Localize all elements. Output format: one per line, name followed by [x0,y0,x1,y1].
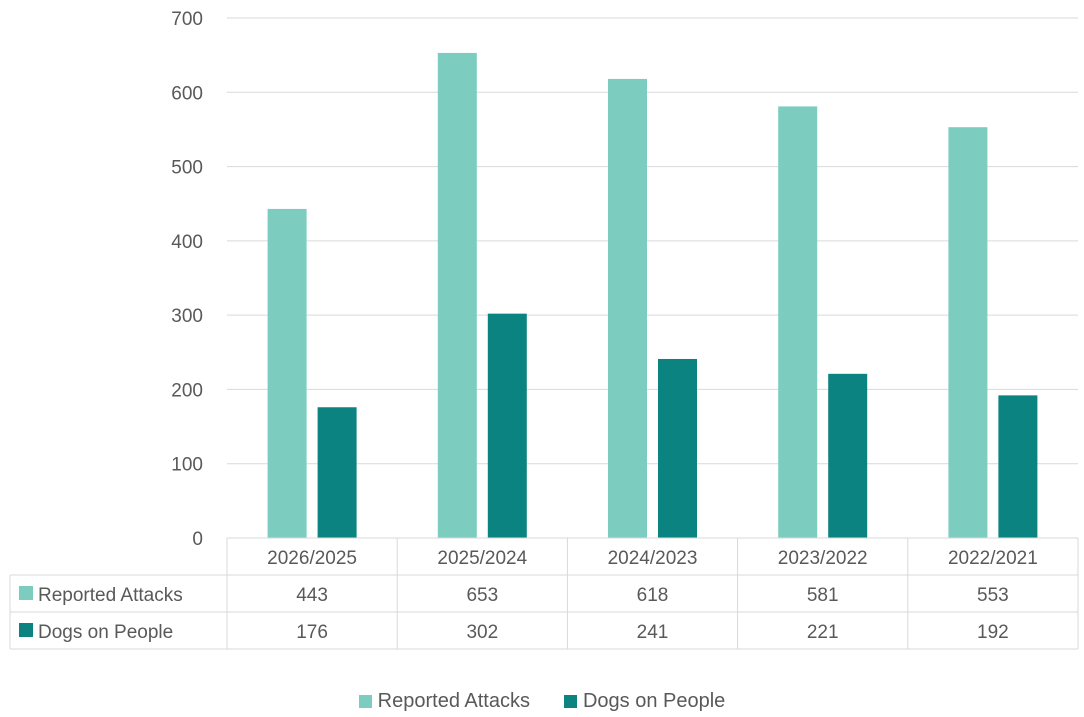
bar-dogs-on-people [487,313,527,538]
y-tick-label: 600 [171,83,203,104]
data-label: 443 [296,585,328,606]
bar-chart-with-data-table: 0 100 200 300 400 500 600 700 2026/2025 2025/2024… [9,9,1079,650]
x-tick-label: 2024/2023 [608,548,698,569]
data-label: 618 [637,585,669,606]
legend-swatch-reported-attacks [358,695,372,708]
legend: Reported Attacks Dogs on People [0,690,1084,713]
data-label: 653 [466,585,498,606]
x-tick-label: 2026/2025 [267,548,357,569]
bar-dogs-on-people [317,407,357,538]
legend-item-reported-attacks: Reported Attacks [358,690,530,713]
data-label: 221 [807,622,839,643]
y-tick-label: 500 [171,158,203,179]
data-label: 241 [637,622,669,643]
data-label: 553 [977,585,1009,606]
legend-swatch-dogs-on-people [563,695,577,708]
x-tick-label: 2025/2024 [437,548,527,569]
bar-reported-attacks [267,208,307,538]
data-label: 176 [296,622,328,643]
table-series-label: Reported Attacks [38,585,183,606]
y-tick-label: 300 [171,306,203,327]
data-label: 581 [807,585,839,606]
bar-dogs-on-people [658,358,697,538]
x-tick-label: 2022/2021 [948,548,1038,569]
bar-reported-attacks [948,127,988,538]
bar-dogs-on-people [998,395,1038,538]
bar-dogs-on-people [828,373,868,538]
bar-reported-attacks [608,78,647,539]
bar-reported-attacks [778,106,818,539]
y-tick-label: 0 [192,529,203,550]
y-tick-label: 100 [171,455,203,476]
table-series-label: Dogs on People [38,622,173,643]
data-label: 302 [466,622,498,643]
legend-item-dogs-on-people: Dogs on People [563,690,726,713]
table-swatch-dogs-on-people [19,623,33,637]
y-tick-label: 700 [171,9,203,30]
legend-label-reported-attacks: Reported Attacks [377,690,530,712]
x-tick-label: 2023/2022 [778,548,868,569]
legend-label-dogs-on-people: Dogs on People [582,690,726,712]
table-swatch-reported-attacks [19,586,33,600]
y-tick-label: 400 [171,232,203,253]
data-label: 192 [977,622,1009,643]
y-tick-label: 200 [171,380,203,401]
bar-reported-attacks [437,52,477,539]
